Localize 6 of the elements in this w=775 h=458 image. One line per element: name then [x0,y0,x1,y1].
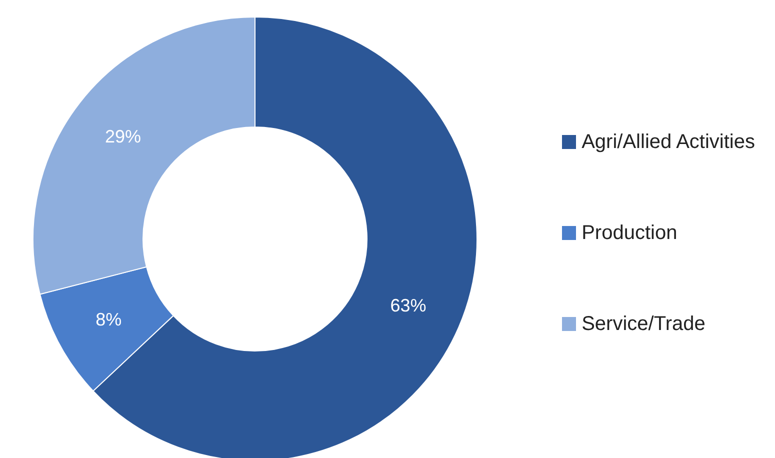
legend-label: Service/Trade [582,312,706,336]
legend-label: Production [582,222,678,244]
data-label: 8% [96,309,122,330]
legend-label: Agri/Allied Activities [582,130,755,154]
data-label: 29% [105,126,142,147]
data-label: 63% [390,295,426,316]
